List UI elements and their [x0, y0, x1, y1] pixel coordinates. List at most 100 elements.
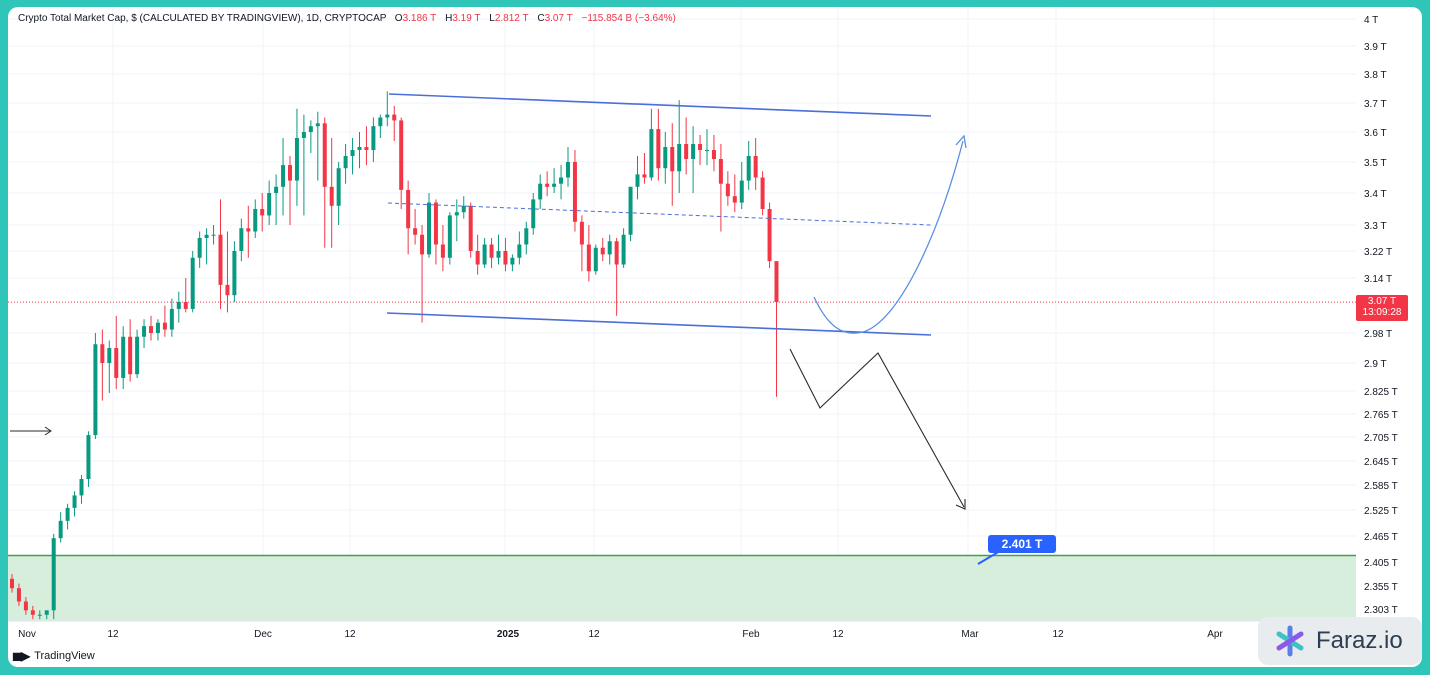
candles [10, 91, 779, 620]
candle-body [128, 336, 133, 375]
candle-body [420, 234, 425, 255]
x-tick-label: 12 [1052, 629, 1064, 640]
last-price-tag: 3.07 T 13:09:28 [1356, 295, 1408, 321]
candle-body [433, 202, 438, 245]
candle-body [86, 435, 91, 479]
candle-body [315, 123, 320, 127]
candle-body [774, 261, 779, 303]
grid [8, 7, 1356, 621]
y-tick-label: 3.8 T [1364, 70, 1387, 81]
y-tick-label: 2.525 T [1364, 506, 1398, 517]
x-tick-label: Nov [18, 629, 36, 640]
x-tick-label: 12 [107, 629, 119, 640]
candle-body [294, 138, 299, 181]
candle-body [663, 147, 668, 169]
y-tick-label: 2.585 T [1364, 481, 1398, 492]
candle-body [760, 177, 765, 209]
x-tick-label: 12 [344, 629, 356, 640]
candle-body [246, 228, 251, 232]
candle-body [600, 247, 605, 255]
candle-body [336, 168, 341, 206]
x-tick-label: Apr [1207, 629, 1223, 640]
candle-body [454, 212, 459, 216]
faraz-watermark: Faraz.io [1258, 617, 1422, 665]
candle-body [225, 284, 230, 296]
y-tick-label: 2.825 T [1364, 387, 1398, 398]
candle-body [44, 610, 49, 615]
projection-up-arrowhead [955, 134, 967, 149]
candle-body [767, 209, 772, 262]
candle-body [72, 495, 77, 508]
candle-body [93, 344, 98, 436]
candle-body [190, 257, 195, 309]
candle-body [10, 578, 14, 589]
y-tick-label: 2.405 T [1364, 558, 1398, 569]
time-axis[interactable]: Nov 12 Dec 12 2025 12 Feb 12 Mar 12 Apr [8, 620, 1356, 640]
x-tick-label: 2025 [497, 629, 520, 640]
candle-body [607, 241, 612, 255]
candle-body [162, 322, 167, 330]
candle-body [593, 247, 598, 272]
candle-body [23, 601, 28, 611]
candle-body [371, 126, 376, 150]
faraz-logo-icon [1276, 625, 1304, 657]
drawings [10, 93, 1001, 565]
candlestick-chart[interactable]: 4 T 3.9 T 3.8 T 3.7 T 3.6 T 3.5 T 3.4 T 3.3 T 3.… [8, 7, 1422, 667]
candle-body [440, 244, 445, 258]
candle-body [510, 257, 515, 265]
candle-body [135, 336, 140, 375]
chart-legend-header: Crypto Total Market Cap, $ (CALCULATED B… [18, 13, 676, 24]
tradingview-brand[interactable]: ◼▶ TradingView [12, 649, 95, 663]
y-tick-label: 4 T [1364, 15, 1378, 26]
channel-upper-line [388, 93, 932, 117]
close-label: C [537, 13, 545, 24]
y-tick-label: 2.705 T [1364, 433, 1398, 444]
y-tick-label: 3.3 T [1364, 221, 1387, 232]
candle-body [732, 196, 737, 203]
candle-body [350, 150, 355, 156]
candle-body [545, 183, 550, 187]
last-price-value: 3.07 T [1367, 296, 1397, 307]
left-arrowhead [44, 426, 52, 436]
channel-lower-line [386, 312, 932, 336]
candle-body [586, 244, 591, 272]
candle-body [399, 120, 404, 190]
candle-body [503, 251, 508, 265]
candle-body [531, 199, 536, 229]
candle-body [649, 129, 654, 178]
candle-body [121, 336, 126, 378]
candle-body [670, 147, 675, 172]
candle-body [378, 117, 383, 127]
candle-body [642, 174, 647, 178]
candle-body [232, 251, 237, 296]
candle-body [329, 186, 334, 206]
candle-body [343, 156, 348, 169]
open-value: 3.186 T [402, 13, 437, 24]
candle-body [260, 209, 265, 216]
candle-body [218, 234, 223, 285]
projection-up-path [813, 140, 964, 334]
y-tick-label: 3.4 T [1364, 189, 1387, 200]
open-label: O [394, 13, 403, 24]
candle-body [58, 520, 63, 539]
close-value: 3.07 T [544, 13, 573, 24]
price-axis[interactable]: 4 T 3.9 T 3.8 T 3.7 T 3.6 T 3.5 T 3.4 T 3.3 T 3.… [1364, 15, 1398, 616]
projection-down-path [789, 348, 965, 508]
candle-body [572, 162, 577, 222]
candle-body [447, 215, 452, 258]
faraz-text: Faraz.io [1316, 627, 1403, 654]
y-tick-label: 2.98 T [1364, 329, 1392, 340]
candle-body [684, 144, 689, 159]
candle-body [239, 228, 244, 251]
candle-body [552, 183, 557, 187]
candle-body [538, 183, 543, 200]
candle-body [37, 614, 42, 616]
candle-body [524, 228, 529, 245]
candle-body [566, 162, 570, 178]
candle-body [579, 221, 584, 245]
x-tick-label: 12 [832, 629, 844, 640]
target-price-label: 2.401 T [988, 535, 1056, 553]
candle-body [677, 144, 682, 172]
low-label: L [489, 13, 495, 24]
candle-body [559, 177, 564, 184]
